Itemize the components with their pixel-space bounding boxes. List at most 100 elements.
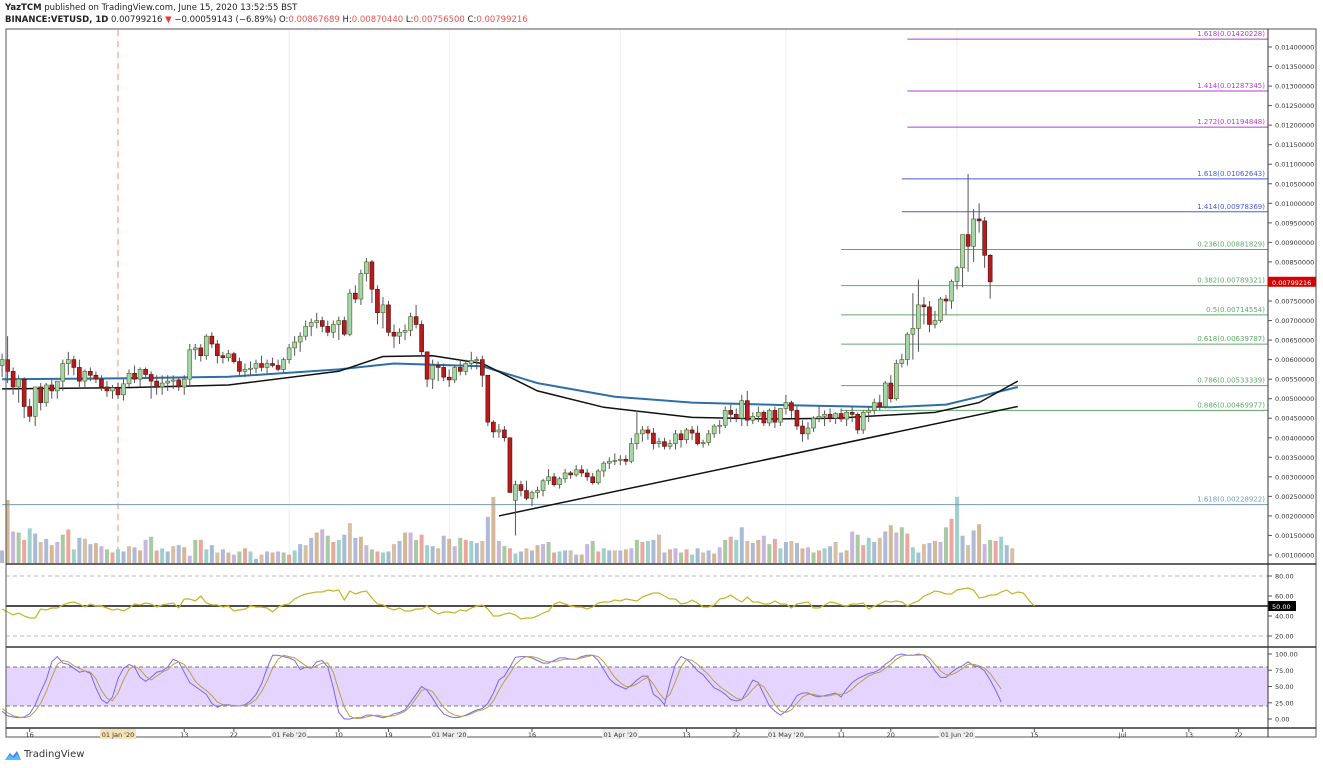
volume-bar bbox=[585, 544, 590, 563]
candle-down bbox=[270, 363, 275, 366]
volume-bar bbox=[960, 535, 965, 563]
volume-bar bbox=[55, 542, 60, 563]
candle-down bbox=[237, 361, 242, 372]
volume-bar bbox=[220, 549, 225, 563]
candle-up bbox=[192, 347, 198, 351]
time-label-bg bbox=[767, 729, 804, 739]
published-text: published on TradingView.com, June 15, 2… bbox=[44, 3, 298, 13]
candle-up bbox=[43, 384, 49, 403]
candle-up bbox=[364, 261, 369, 274]
volume-bar bbox=[977, 524, 982, 563]
open-value: 0.00867689 bbox=[288, 15, 340, 25]
candle-down bbox=[353, 292, 358, 300]
volume-bar bbox=[524, 548, 529, 563]
time-tick-label: 13 bbox=[1185, 731, 1193, 739]
volume-bar bbox=[546, 542, 551, 563]
price-tick-label: 0.01150000 bbox=[1275, 141, 1314, 149]
volume-bar bbox=[541, 544, 546, 563]
volume-bar bbox=[872, 542, 877, 563]
volume-bar bbox=[778, 548, 783, 563]
candle-up bbox=[822, 414, 827, 417]
candle-down bbox=[209, 335, 215, 345]
fib-label: 1.414(0.00978369) bbox=[1197, 203, 1265, 211]
volume-bar bbox=[712, 553, 717, 563]
candle-down bbox=[71, 359, 77, 368]
candle-up bbox=[739, 400, 745, 419]
fib-label: 0.618(0.00639787) bbox=[1197, 335, 1265, 343]
volume-bar bbox=[817, 550, 822, 563]
time-tick-label: 16 bbox=[528, 731, 536, 739]
volume-bar bbox=[270, 552, 275, 563]
volume-bar bbox=[507, 548, 512, 563]
fib-label: 1.272(0.01194848) bbox=[1197, 118, 1265, 126]
author: YazTCM bbox=[5, 3, 42, 13]
time-tick-label: 19 bbox=[384, 731, 392, 739]
volume-bar bbox=[66, 529, 71, 563]
volume-bar bbox=[717, 547, 722, 563]
candle-up bbox=[871, 402, 877, 411]
candle-up bbox=[899, 359, 905, 364]
tradingview-logo[interactable]: TradingView bbox=[5, 749, 84, 760]
candle-down bbox=[987, 254, 993, 283]
volume-bar bbox=[568, 550, 573, 563]
candle-up bbox=[700, 442, 706, 444]
candle-up bbox=[397, 331, 402, 337]
stoch-d-line bbox=[1, 654, 1002, 719]
candle-up bbox=[126, 372, 132, 385]
candle-down bbox=[678, 433, 684, 441]
price-tick-label: 0.00250000 bbox=[1275, 493, 1314, 501]
volume-bar bbox=[944, 527, 948, 563]
volume-bar bbox=[469, 540, 474, 563]
candle-down bbox=[491, 421, 496, 433]
volume-bar bbox=[938, 542, 943, 563]
volume-bar bbox=[397, 540, 402, 563]
candle-up bbox=[916, 304, 921, 329]
low-label: L: bbox=[405, 15, 414, 25]
stoch-tick-label: 100.00 bbox=[1275, 651, 1298, 659]
candle-up bbox=[187, 349, 193, 380]
candle-down bbox=[733, 414, 739, 419]
candle-up bbox=[595, 470, 601, 484]
candle-down bbox=[93, 374, 99, 380]
volume-bar bbox=[121, 551, 126, 563]
volume-bar bbox=[104, 549, 109, 563]
candle-up bbox=[204, 335, 209, 357]
candle-up bbox=[778, 408, 783, 423]
candle-down bbox=[319, 320, 325, 327]
trendline[interactable] bbox=[498, 405, 1018, 517]
volume-bar bbox=[850, 531, 855, 563]
volume-bar bbox=[392, 544, 396, 563]
candle-up bbox=[242, 369, 248, 372]
volume-bar bbox=[458, 537, 463, 563]
volume-bar bbox=[971, 530, 976, 563]
volume-bar bbox=[215, 552, 220, 563]
volume-bar bbox=[783, 542, 788, 563]
volume-bar bbox=[198, 539, 203, 563]
candle-up bbox=[159, 382, 165, 388]
fibonacci-levels: 1.618(0.01420228) 1.414(0.01287345) 1.272(… bbox=[2, 30, 1268, 506]
rsi-tick-label: 80.00 bbox=[1275, 573, 1294, 581]
candle-up bbox=[629, 443, 634, 462]
volume-bar bbox=[242, 548, 247, 563]
volume-bar bbox=[403, 532, 408, 563]
tradingview-logo-icon bbox=[5, 750, 21, 760]
volume-bar bbox=[552, 552, 557, 563]
time-label-bg bbox=[100, 729, 136, 739]
candle-down bbox=[10, 371, 16, 388]
volume-bar bbox=[259, 554, 264, 563]
fib-label: 0.236(0.00881829) bbox=[1197, 240, 1265, 248]
close-label: C: bbox=[467, 15, 477, 25]
candle-up bbox=[253, 363, 259, 369]
ascending-trendline[interactable] bbox=[498, 405, 1018, 517]
candle-up bbox=[496, 429, 502, 433]
candle-up bbox=[882, 382, 888, 407]
candle-up bbox=[932, 320, 938, 325]
rsi-tick-label: 20.00 bbox=[1275, 633, 1294, 641]
candle-up bbox=[248, 367, 253, 370]
volume-bar bbox=[160, 548, 165, 563]
candle-up bbox=[303, 326, 308, 337]
volume-bar bbox=[49, 545, 54, 563]
volume-bar bbox=[662, 552, 667, 563]
volume-bar bbox=[436, 548, 441, 563]
